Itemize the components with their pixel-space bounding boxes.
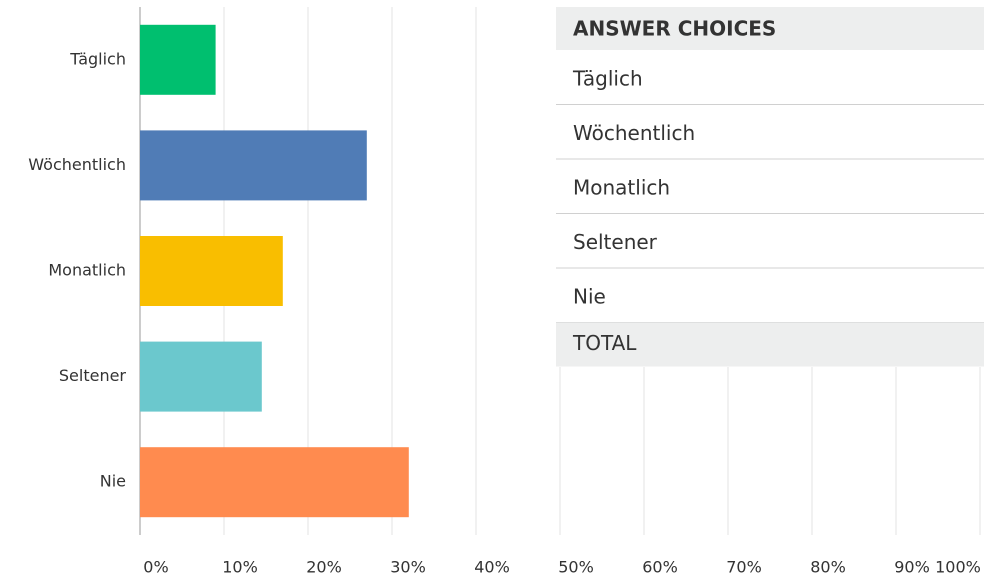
table-row-label: Monatlich <box>573 176 670 200</box>
y-tick-label: Täglich <box>69 49 126 68</box>
table-row-label: Wöchentlich <box>573 121 695 145</box>
table-row-label: Nie <box>573 285 606 309</box>
table-header-bg <box>556 7 984 50</box>
table-total: TOTAL <box>572 331 637 355</box>
table-header: ANSWER CHOICES <box>573 17 776 41</box>
x-tick-label: 60% <box>642 558 678 576</box>
table-row-label: Seltener <box>573 230 658 254</box>
y-tick-label: Monatlich <box>48 261 126 280</box>
x-tick-label: 90% <box>894 558 930 576</box>
y-tick-label: Nie <box>100 472 126 491</box>
x-tick-label: 20% <box>306 558 342 576</box>
bar <box>140 130 367 201</box>
table-row-label: Täglich <box>572 67 643 91</box>
bar <box>140 24 216 95</box>
y-tick-label: Wöchentlich <box>28 155 126 174</box>
y-tick-label: Seltener <box>59 366 127 385</box>
x-tick-label: 100% <box>935 558 981 576</box>
x-tick-label: 50% <box>558 558 594 576</box>
x-tick-label: 30% <box>390 558 426 576</box>
x-tick-label: 80% <box>810 558 846 576</box>
x-tick-label: 70% <box>726 558 762 576</box>
table-background <box>556 7 984 367</box>
x-tick-label: 0% <box>143 558 168 576</box>
table-total-bg <box>556 322 984 367</box>
bar <box>140 447 409 518</box>
x-tick-label: 40% <box>474 558 510 576</box>
bar <box>140 341 262 412</box>
bar <box>140 236 283 306</box>
x-tick-label: 10% <box>222 558 258 576</box>
